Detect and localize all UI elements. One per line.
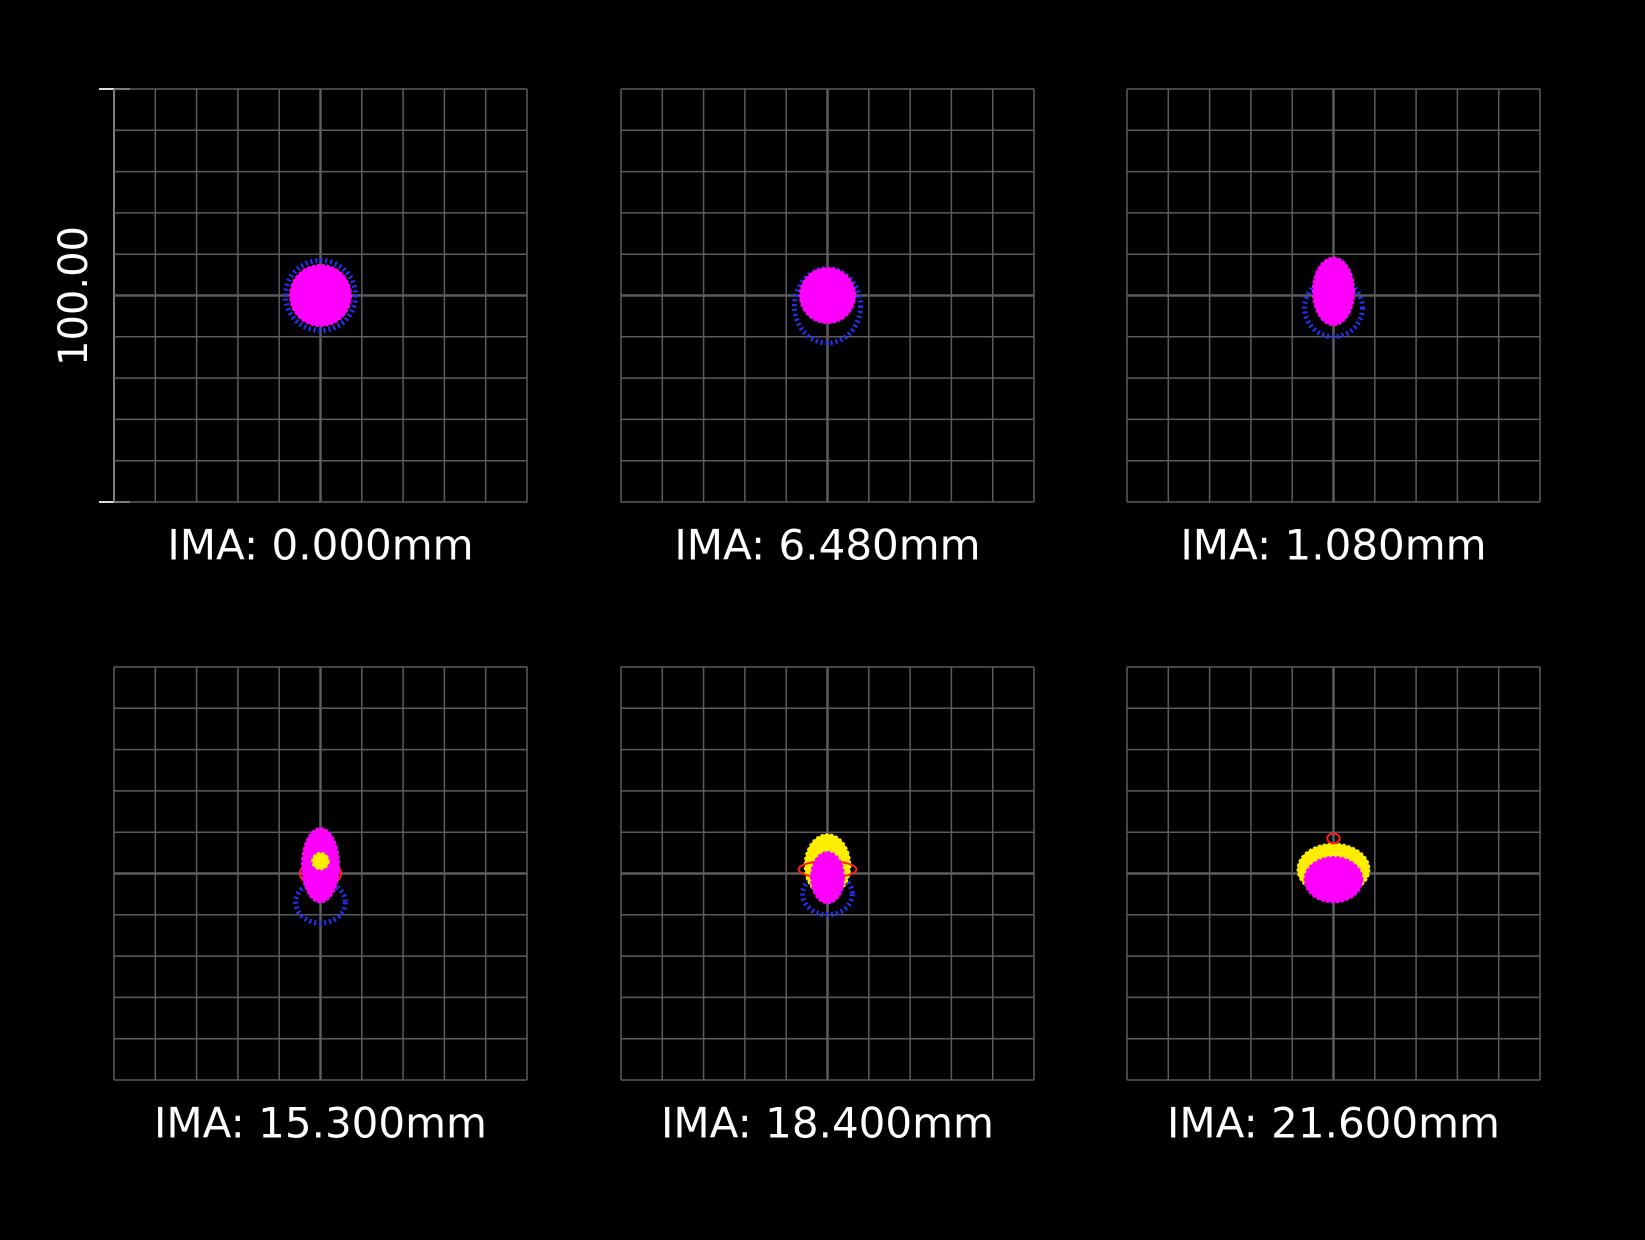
spot-panel: IMA: 15.300mm	[113, 666, 528, 1148]
scale-bar: 100.00	[51, 88, 130, 503]
spot-panel: IMA: 18.400mm	[620, 666, 1035, 1148]
spot	[288, 263, 353, 328]
panel-label: IMA: 1.080mm	[1180, 521, 1486, 570]
spot	[311, 851, 330, 871]
spot-panel: IMA: 1.080mm	[1126, 88, 1541, 570]
panel-label: IMA: 6.480mm	[674, 521, 980, 570]
spot	[282, 257, 359, 334]
spot-panel: IMA: 6.480mm	[620, 88, 1035, 570]
spot	[798, 266, 857, 325]
spot	[1311, 256, 1356, 327]
spot	[1303, 855, 1364, 904]
scale-label: 100.00	[51, 226, 97, 366]
spot	[1326, 832, 1341, 845]
spot-panel: IMA: 21.600mm	[1126, 666, 1541, 1148]
panel-label: IMA: 18.400mm	[661, 1099, 994, 1148]
panel-label: IMA: 0.000mm	[167, 521, 473, 570]
spot	[809, 851, 846, 905]
spot-panel: IMA: 0.000mm	[113, 88, 528, 570]
panel-label: IMA: 15.300mm	[154, 1099, 487, 1148]
panel-label: IMA: 21.600mm	[1167, 1099, 1500, 1148]
